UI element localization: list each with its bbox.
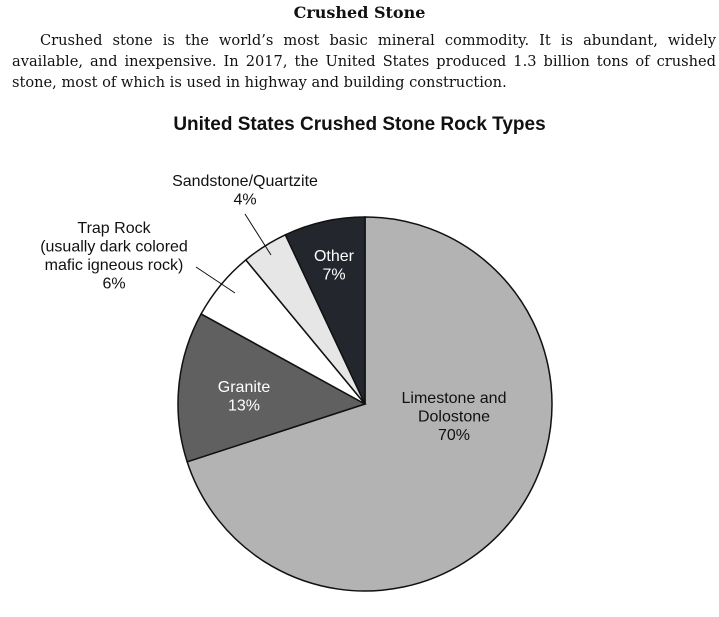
pie-slice-0 [186,216,553,592]
slice-label-1: Granite 13% [218,379,271,415]
article-paragraph: Crushed stone is the world’s most basic … [12,32,716,91]
slice-label-2: Trap Rock (usually dark colored mafic igne… [40,220,188,293]
slice-label-3: Sandstone/Quartzite 4% [172,173,318,209]
leader-line-3 [244,213,272,256]
chart-title: United States Crushed Stone Rock Types [173,114,546,135]
slice-label-4: Other 7% [314,248,355,284]
pie-slice-1 [177,312,367,463]
article-heading: Crushed Stone [293,3,426,22]
pie-slice-4 [284,216,366,405]
slice-label-0: Limestone and Dolostone 70% [402,390,507,444]
leader-line-2 [195,266,236,294]
